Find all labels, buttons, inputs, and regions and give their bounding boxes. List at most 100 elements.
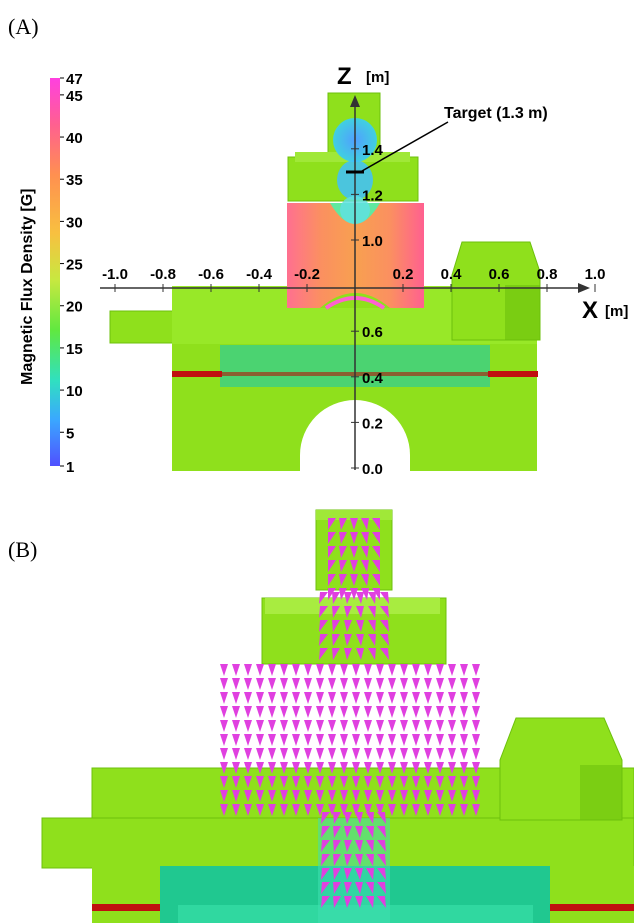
field-arrow <box>340 748 348 760</box>
field-arrow <box>412 804 420 816</box>
field-arrow <box>328 692 336 704</box>
field-arrow <box>352 776 360 788</box>
field-arrow <box>340 790 348 802</box>
z-tick-label: 0.0 <box>362 461 383 478</box>
field-arrow <box>344 896 352 908</box>
b-right-tower-shade <box>580 765 622 820</box>
field-arrow <box>412 734 420 746</box>
field-arrow <box>244 678 252 690</box>
field-arrow <box>232 720 240 732</box>
x-tick-label: 0.2 <box>393 266 414 283</box>
field-arrow <box>388 776 396 788</box>
field-arrow <box>448 776 456 788</box>
field-arrow <box>256 776 264 788</box>
field-arrow <box>361 518 369 530</box>
field-arrow <box>280 804 288 816</box>
field-arrow <box>232 776 240 788</box>
field-arrow <box>292 692 300 704</box>
field-arrow <box>319 648 328 660</box>
x-tick-label: -1.0 <box>102 266 128 283</box>
field-arrow <box>366 826 374 838</box>
field-arrow <box>412 692 420 704</box>
field-arrow <box>436 748 444 760</box>
field-arrow <box>332 648 340 660</box>
field-arrow <box>424 762 432 774</box>
field-arrow <box>361 560 369 572</box>
field-arrow <box>376 706 384 718</box>
field-arrow <box>460 748 468 760</box>
field-arrow <box>400 720 408 732</box>
field-arrow <box>332 592 340 604</box>
field-arrow <box>424 776 432 788</box>
field-arrow <box>244 790 252 802</box>
field-arrow <box>280 790 288 802</box>
field-arrow <box>376 734 384 746</box>
field-arrow <box>448 678 456 690</box>
field-arrow <box>220 664 228 676</box>
b-teal-inner <box>178 905 533 923</box>
field-arrow <box>448 664 456 676</box>
field-arrow <box>304 804 312 816</box>
field-arrow <box>460 776 468 788</box>
field-arrow <box>268 706 276 718</box>
field-arrow <box>256 692 264 704</box>
b-lower-plate <box>41 817 634 869</box>
field-arrow <box>344 648 352 660</box>
field-arrow <box>364 692 372 704</box>
field-arrow <box>412 664 420 676</box>
field-arrow <box>280 748 288 760</box>
field-arrow <box>321 896 330 908</box>
field-arrow <box>333 826 341 838</box>
field-arrow <box>376 804 384 816</box>
field-arrow <box>316 706 324 718</box>
field-arrow <box>364 734 372 746</box>
field-arrow <box>304 734 312 746</box>
field-arrow <box>220 720 228 732</box>
field-arrow <box>436 692 444 704</box>
field-arrow <box>292 776 300 788</box>
field-arrow <box>244 762 252 774</box>
field-arrow <box>328 748 336 760</box>
field-arrow <box>321 840 330 852</box>
field-arrow <box>232 692 240 704</box>
field-arrow <box>350 574 358 586</box>
field-arrow <box>292 678 300 690</box>
field-arrow <box>280 706 288 718</box>
field-arrow <box>220 678 228 690</box>
field-arrow <box>304 748 312 760</box>
rail-left <box>172 371 222 377</box>
field-arrow <box>339 532 347 544</box>
field-arrow <box>460 790 468 802</box>
field-arrow <box>352 678 360 690</box>
field-arrow <box>376 720 384 732</box>
z-axis-ticks: 1.4 1.2 1.0 0.6 0.4 0.2 0.0 <box>351 142 384 478</box>
field-arrow <box>344 840 352 852</box>
colorbar-tick-label: 10 <box>66 383 83 400</box>
field-arrow <box>304 664 312 676</box>
field-arrow <box>361 588 369 600</box>
field-arrow <box>220 706 228 718</box>
field-arrow <box>355 868 363 880</box>
field-arrow <box>448 762 456 774</box>
field-arrow <box>339 574 347 586</box>
field-arrow <box>400 706 408 718</box>
z-tick-label: 1.4 <box>362 142 384 159</box>
field-arrow <box>472 748 480 760</box>
field-arrow <box>377 854 386 866</box>
field-arrow <box>316 748 324 760</box>
field-arrow <box>339 560 347 572</box>
field-arrow <box>256 748 264 760</box>
field-arrow <box>460 804 468 816</box>
field-arrow <box>244 664 252 676</box>
field-arrow <box>319 634 328 646</box>
field-arrow <box>364 720 372 732</box>
field-arrow <box>280 776 288 788</box>
x-tick-label: -0.6 <box>198 266 224 283</box>
field-arrow <box>328 560 336 572</box>
colorbar-tick-label: 40 <box>66 130 83 147</box>
b-mid-block-top <box>265 598 440 614</box>
field-arrow <box>344 620 352 632</box>
field-arrow <box>280 734 288 746</box>
field-arrow <box>344 868 352 880</box>
field-arrow <box>412 720 420 732</box>
